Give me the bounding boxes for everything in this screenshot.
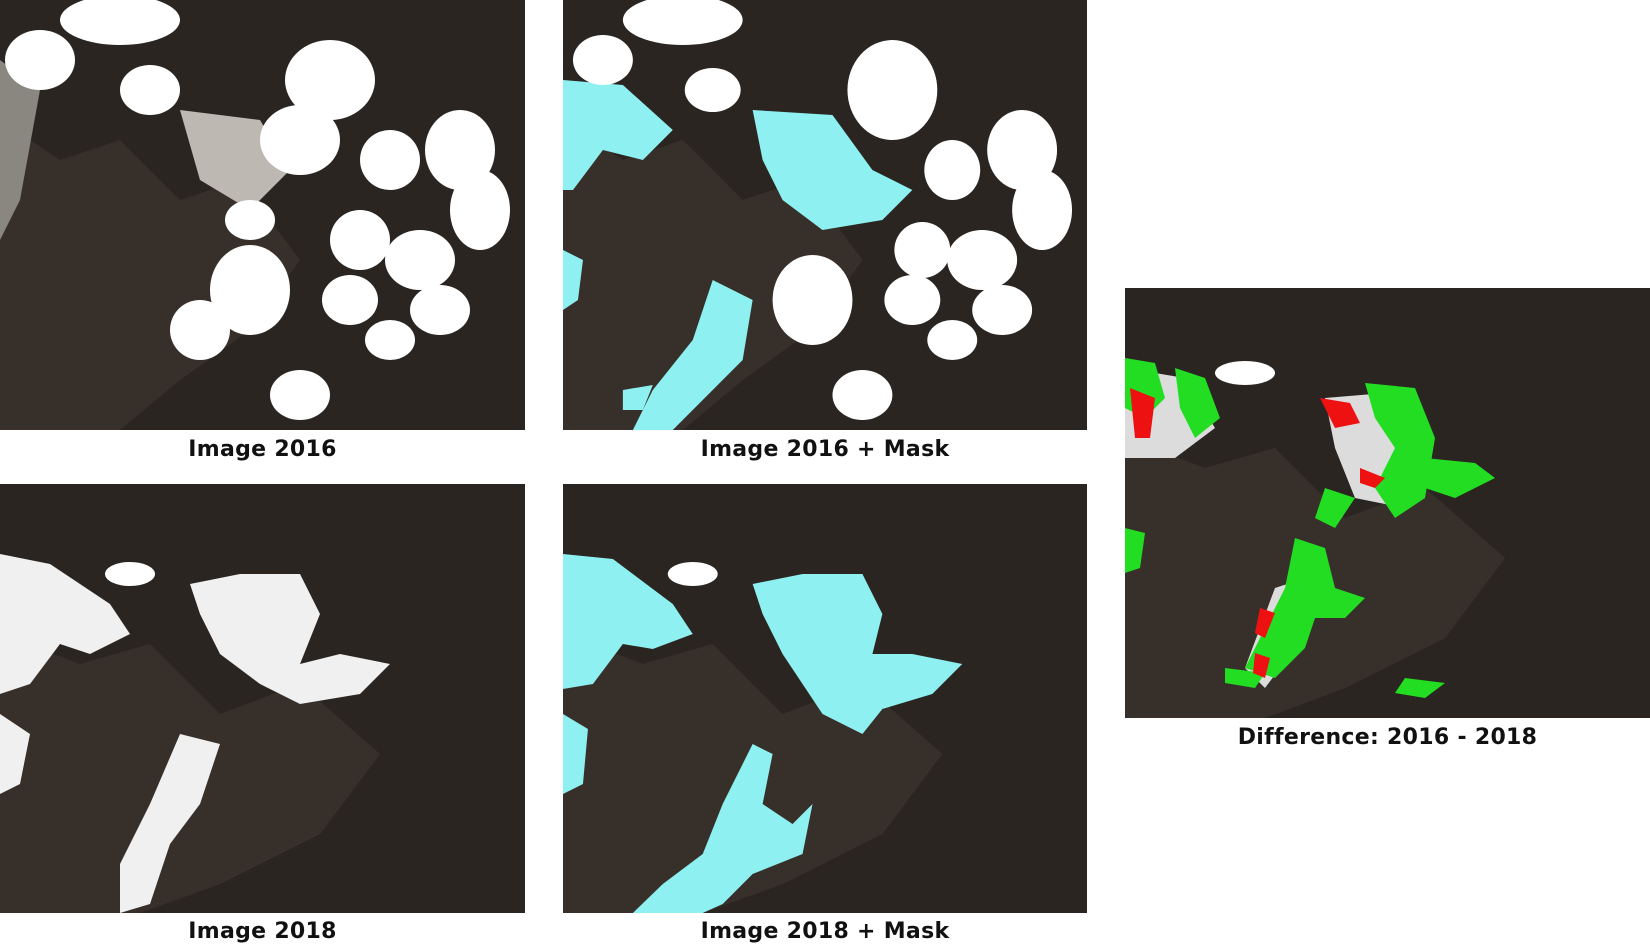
satellite-image-2018-with-mask bbox=[563, 484, 1087, 913]
image-2016-mask-caption: Image 2016 + Mask bbox=[700, 437, 950, 462]
image-2016-caption: Image 2016 bbox=[188, 437, 337, 462]
image-2018-mask-caption: Image 2018 + Mask bbox=[700, 919, 950, 944]
image-2018-mask-panel bbox=[563, 484, 1087, 913]
image-2016-panel bbox=[0, 0, 525, 430]
difference-gain-regions bbox=[1125, 358, 1495, 698]
satellite-image-2016-with-mask bbox=[563, 0, 1087, 430]
difference-caption: Difference: 2016 - 2018 bbox=[1237, 725, 1538, 750]
satellite-image-2018 bbox=[0, 484, 525, 913]
snow-cover-2018 bbox=[0, 554, 390, 913]
satellite-image-2016 bbox=[0, 0, 525, 430]
image-2018-caption: Image 2018 bbox=[188, 919, 337, 944]
image-2016-mask-panel bbox=[563, 0, 1087, 430]
glacier-mask-2016 bbox=[563, 80, 913, 430]
glacier-mask-2018 bbox=[563, 554, 963, 913]
difference-map bbox=[1125, 288, 1650, 718]
difference-panel bbox=[1125, 288, 1650, 718]
difference-loss-regions bbox=[1130, 388, 1385, 678]
image-2018-panel bbox=[0, 484, 525, 913]
